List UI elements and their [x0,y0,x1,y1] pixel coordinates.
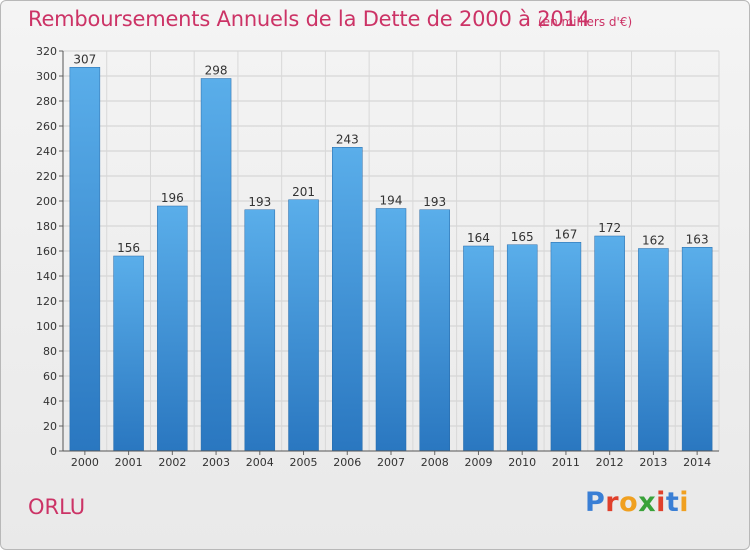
logo-letter: t [665,487,680,518]
bar-2009[interactable] [463,245,494,452]
bar-2010[interactable] [506,244,538,452]
proxiti-logo[interactable]: Proxiti [585,487,689,518]
value-label: 165 [511,230,534,244]
y-tick-label: 320 [36,45,57,58]
bar-2008[interactable] [419,209,450,452]
y-tick-label: 220 [36,170,57,183]
logo-letter: o [619,487,639,518]
x-tick-label: 2008 [421,456,449,469]
y-tick-label: 40 [43,395,57,408]
logo-letter: r [605,487,620,518]
bar-2011[interactable] [550,242,582,452]
chart-title: Remboursements Annuels de la Dette de 20… [28,7,590,31]
x-tick-label: 2007 [377,456,405,469]
x-tick-label: 2002 [158,456,186,469]
y-tick-label: 140 [36,270,57,283]
x-tick-label: 2014 [683,456,711,469]
value-label: 193 [248,195,271,209]
value-label: 163 [686,232,709,246]
bar-2012[interactable] [594,235,625,452]
x-tick-label: 2009 [464,456,492,469]
y-tick-label: 280 [36,95,57,108]
bar-2001[interactable] [113,255,144,452]
y-tick-label: 120 [36,295,57,308]
location-label: ORLU [28,495,86,519]
logo-letter: x [638,487,657,518]
logo-letter: i [679,487,690,518]
bar-2000[interactable] [69,67,101,452]
value-label: 243 [336,132,359,146]
bar-2013[interactable] [638,248,669,452]
logo-letter: P [585,487,606,518]
bar-2004[interactable] [244,209,276,452]
bar-2002[interactable] [157,205,188,452]
bar-2006[interactable] [332,147,363,452]
x-tick-label: 2006 [333,456,361,469]
value-label: 193 [423,195,446,209]
bar-2014[interactable] [681,247,713,452]
y-tick-label: 60 [43,370,57,383]
y-tick-label: 300 [36,70,57,83]
x-tick-label: 2011 [552,456,580,469]
y-tick-label: 160 [36,245,57,258]
x-tick-label: 2013 [639,456,667,469]
axes: 0 20 40 60 80 100 120 140 160 180 200 220 240 260 280 3… [36,45,719,469]
x-tick-label: 2010 [508,456,536,469]
y-tick-label: 0 [50,445,57,458]
value-label: 172 [598,221,621,235]
value-label: 307 [73,52,96,66]
value-label: 201 [292,185,315,199]
value-label: 194 [380,194,403,208]
y-tick-label: 180 [36,220,57,233]
x-tick-label: 2001 [115,456,143,469]
value-label: 164 [467,231,490,245]
bars: 307 156 196 298 193 201 243 194 193 164 165 167 172 1… [69,52,713,452]
value-label: 162 [642,234,665,248]
y-tick-label: 260 [36,120,57,133]
x-tick-label: 2000 [71,456,99,469]
y-tick-label: 80 [43,345,57,358]
value-label: 156 [117,241,140,255]
bar-2007[interactable] [375,208,407,452]
value-label: 298 [205,64,228,78]
y-tick-label: 200 [36,195,57,208]
value-label: 167 [554,227,577,241]
chart-subtitle: (en milliers d'€) [538,15,633,29]
bar-2003[interactable] [200,78,232,452]
y-tick-label: 240 [36,145,57,158]
x-tick-label: 2004 [246,456,274,469]
x-tick-label: 2005 [290,456,318,469]
bar-2005[interactable] [288,199,319,452]
x-tick-label: 2012 [596,456,624,469]
x-tick-label: 2003 [202,456,230,469]
logo-letter: i [656,487,666,518]
value-label: 196 [161,191,184,205]
y-tick-label: 20 [43,420,57,433]
y-tick-label: 100 [36,320,57,333]
